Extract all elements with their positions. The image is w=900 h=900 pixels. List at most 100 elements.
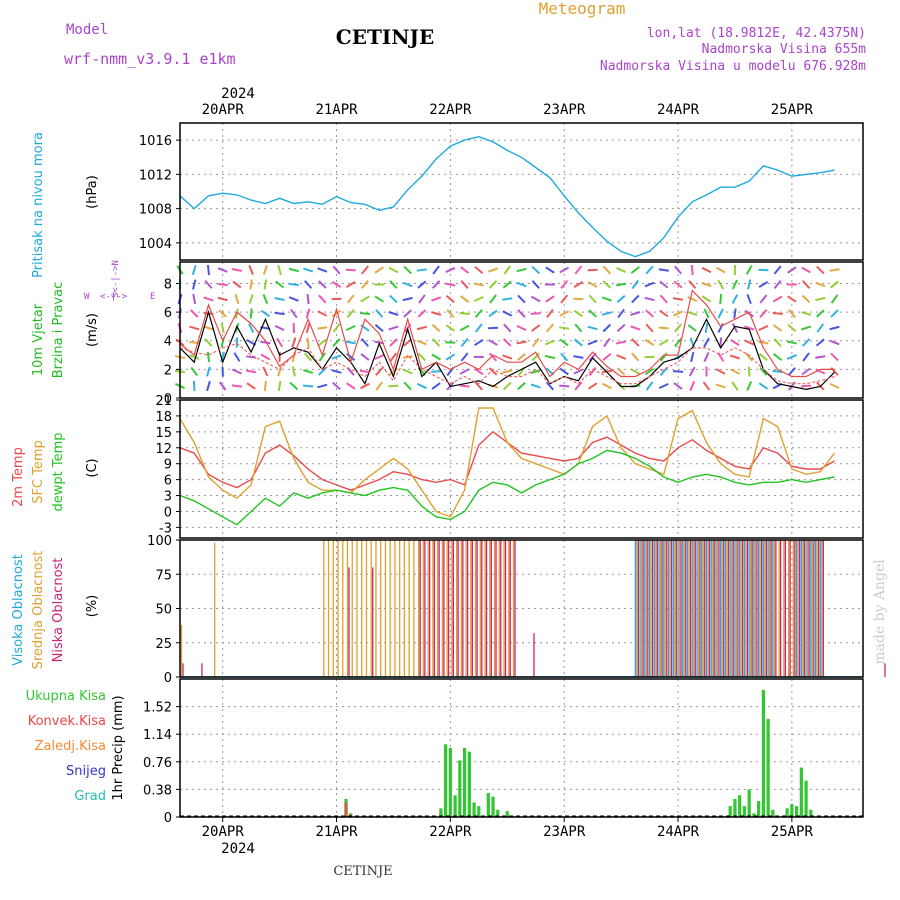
- wind-arrow: [573, 281, 584, 288]
- wind-arrow: [189, 354, 200, 360]
- precip-bar: [728, 806, 732, 817]
- wind-arrow: [745, 265, 753, 275]
- y-tick-temperature-7: 18: [155, 410, 172, 425]
- wind-arrow: [717, 308, 724, 319]
- y-tick-wind-2: 4: [164, 335, 172, 350]
- compass-we-axis: <-|->: [100, 292, 128, 302]
- wind-arrow: [502, 297, 513, 301]
- wind-arrow: [459, 311, 470, 316]
- wind-arrow: [488, 352, 498, 362]
- wind-arrow: [474, 338, 484, 347]
- wind-arrow: [816, 323, 825, 333]
- wind-arrow: [787, 309, 796, 318]
- wind-arrow: [658, 382, 669, 390]
- wind-arrow: [830, 294, 839, 304]
- wind-arrow: [417, 280, 427, 289]
- wind-arrow: [474, 367, 484, 376]
- wind-arrow: [573, 309, 584, 318]
- wind-arrow: [445, 295, 455, 303]
- pressure-line-0: [179, 135, 835, 258]
- wind-arrow: [659, 280, 669, 289]
- wind-arrow: [516, 267, 527, 273]
- wind-arrow: [603, 337, 611, 348]
- wind-arrow: [332, 381, 341, 391]
- wind-arrow: [260, 309, 271, 318]
- wind-arrow: [459, 368, 470, 375]
- wind-arrow: [773, 265, 782, 275]
- wind-arrow: [559, 326, 570, 330]
- wind-arrow: [432, 265, 440, 275]
- cloud-unit: (%): [85, 595, 100, 618]
- wind-arrow: [488, 367, 498, 376]
- wind-arrow: [418, 294, 426, 304]
- wind-arrow: [246, 382, 256, 390]
- high-cloud-title: Visoka Oblacnost: [11, 554, 26, 666]
- precip-bar: [771, 809, 775, 817]
- wind-arrow: [574, 265, 583, 275]
- wind-arrow: [388, 266, 399, 274]
- wind-arrow: [815, 296, 826, 302]
- wind-arrow: [616, 267, 627, 273]
- wind-arrow: [246, 355, 257, 359]
- wind-arrow: [277, 380, 282, 392]
- y-tick-pressure-0: 1004: [139, 237, 172, 252]
- wind-arrow: [302, 384, 314, 388]
- panel-pressure: 1004 1008 1012 1016: [139, 122, 864, 261]
- wind-arrow: [587, 382, 598, 390]
- y-tick-precipitation-4: 1.52: [143, 701, 172, 716]
- model-name: wrf-nmm_v3.9.1 e1km: [64, 50, 236, 68]
- y-tick-temperature-1: 0: [164, 505, 172, 520]
- station-title: CETINJE: [336, 25, 434, 49]
- wind-arrow: [630, 266, 640, 274]
- wind-arrow: [361, 265, 369, 275]
- wind-arrow: [304, 280, 313, 289]
- wind-arrow: [673, 382, 683, 390]
- wind-arrow: [674, 323, 683, 333]
- wind-arrow: [502, 310, 513, 317]
- x-tick-bottom-0: 20APR: [202, 824, 245, 840]
- wind-arrow: [602, 323, 612, 333]
- precip-bar: [752, 813, 756, 817]
- precip-bar: [790, 803, 794, 817]
- wind-arrow: [644, 367, 655, 376]
- y-tick-clouds-0: 0: [164, 671, 172, 686]
- wind-arrow: [644, 296, 655, 302]
- wind-title-line2: Brzina i Pravac: [51, 282, 66, 379]
- wind-arrow: [673, 265, 683, 275]
- t2m-title: 2m Temp: [11, 447, 26, 507]
- wind-arrow: [573, 338, 583, 347]
- wind-arrow: [306, 337, 310, 348]
- compass-e: E: [150, 292, 155, 302]
- wind-arrow: [346, 353, 356, 361]
- y-tick-precipitation-0: 0: [164, 811, 172, 826]
- wind-arrow: [559, 266, 570, 274]
- wind-arrow: [516, 281, 527, 288]
- wind-arrow: [331, 354, 342, 360]
- wind-arrow: [290, 308, 298, 319]
- wind-arrow: [773, 279, 782, 290]
- wind-arrow: [602, 265, 611, 275]
- wind-arrow: [587, 281, 598, 288]
- precip-legend: Ukupna Kisa Konvek.Kisa Zaledj.Kisa Snij…: [26, 689, 106, 804]
- wind-arrow: [218, 381, 227, 391]
- wind-arrow: [359, 312, 371, 315]
- wind-arrow: [645, 309, 654, 318]
- precip-bar: [794, 806, 799, 817]
- wind-arrow: [474, 266, 484, 274]
- panel-frame: [179, 678, 864, 818]
- wind-arrow: [360, 338, 370, 347]
- wind-arrow: [815, 368, 826, 375]
- wind-arrow: [645, 381, 654, 391]
- wind-arrow: [559, 367, 569, 376]
- wind-arrow: [601, 311, 612, 316]
- y-tick-temperature-0: -3: [159, 521, 172, 536]
- x-tick-bottom-2: 22APR: [429, 824, 472, 840]
- wind-arrow: [758, 382, 769, 390]
- wind-arrow: [206, 264, 210, 276]
- wind-arrow: [517, 381, 526, 391]
- wind-arrow: [218, 309, 228, 318]
- wind-arrow: [759, 367, 768, 376]
- panel-frame: [179, 122, 864, 261]
- panel-precipitation: 0 0.38 0.76 1.14 1.52: [143, 678, 864, 826]
